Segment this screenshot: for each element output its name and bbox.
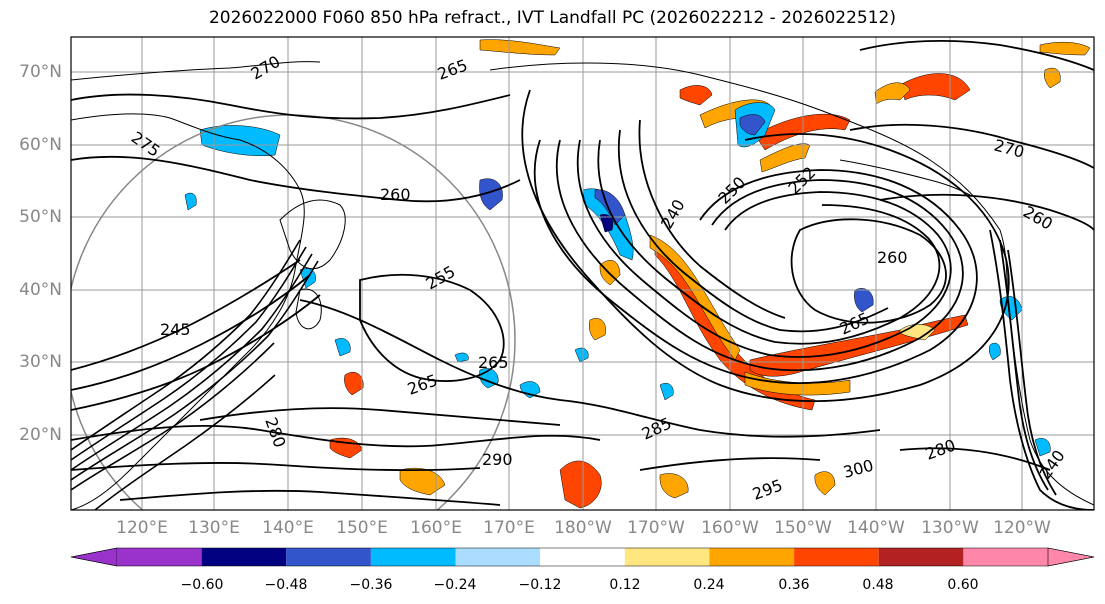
colorbar-tick-label: −0.36 xyxy=(349,577,393,593)
refractivity-contours xyxy=(71,39,1094,510)
colorbar-tick-label: 0.36 xyxy=(778,577,810,593)
contour-label-245: 245 xyxy=(160,320,191,339)
lon-label-130w: 130°W xyxy=(921,518,979,538)
colorbar-tick-label: 0.60 xyxy=(947,577,979,593)
western-contour-bundle xyxy=(71,239,319,510)
coastlines xyxy=(71,61,1094,510)
lon-label-170e: 170°E xyxy=(483,518,535,538)
colorbar-tick-label: −0.24 xyxy=(433,577,477,593)
lon-label-150w: 150°W xyxy=(774,518,832,538)
lon-label-130e: 130°E xyxy=(188,518,240,538)
colorbar-box xyxy=(709,548,795,566)
map-title: 2026022000 F060 850 hPa refract., IVT La… xyxy=(208,8,896,28)
colorbar-box xyxy=(794,548,879,566)
colorbar-box xyxy=(201,548,287,566)
lon-label-160e: 160°E xyxy=(410,518,462,538)
colorbar-box xyxy=(286,548,371,566)
contour-label-260-east: 260 xyxy=(877,248,908,267)
colorbar-extend-min xyxy=(70,547,118,567)
lon-label-170w: 170°W xyxy=(627,518,685,538)
contour-label-290: 290 xyxy=(482,450,513,469)
colorbar-tick-label: −0.12 xyxy=(518,577,562,593)
colorbar-box xyxy=(540,548,625,566)
colorbar-box xyxy=(370,548,456,566)
colorbar-box xyxy=(878,548,964,566)
colorbar xyxy=(70,547,1095,567)
colorbar-tick-label: −0.48 xyxy=(264,577,308,593)
colorbar-tick-label: 0.24 xyxy=(693,577,725,593)
map-frame xyxy=(70,36,1095,511)
lon-label-150e: 150°E xyxy=(336,518,388,538)
lon-label-140e: 140°E xyxy=(262,518,314,538)
lon-label-180w: 180°W xyxy=(554,518,612,538)
lon-label-120w: 120°W xyxy=(993,518,1051,538)
colorbar-tick-label: −0.60 xyxy=(180,577,224,593)
colorbar-box xyxy=(117,548,202,566)
lat-label-40n: 40°N xyxy=(19,280,62,300)
lon-label-140w: 140°W xyxy=(847,518,905,538)
contour-label-260: 260 xyxy=(380,185,411,204)
lat-label-30n: 30°N xyxy=(19,352,62,372)
colorbar-tick-label: 0.48 xyxy=(862,577,894,593)
colorbar-box xyxy=(624,548,710,566)
colorbar-extend-max xyxy=(1047,547,1095,567)
map-plot-area: 270 265 275 260 255 245 240 250 252 260 … xyxy=(71,37,1094,510)
lat-label-50n: 50°N xyxy=(19,207,62,227)
lon-label-160w: 160°W xyxy=(701,518,759,538)
lat-label-20n: 20°N xyxy=(19,425,62,445)
lon-label-120e: 120°E xyxy=(116,518,168,538)
colorbar-box xyxy=(963,548,1048,566)
lat-label-60n: 60°N xyxy=(19,135,62,155)
colorbar-tick-label: 0.12 xyxy=(609,577,641,593)
contour-label-265-central: 265 xyxy=(478,353,509,372)
colorbar-outline xyxy=(70,547,1095,567)
colorbar-box xyxy=(455,548,541,566)
lat-label-70n: 70°N xyxy=(19,62,62,82)
